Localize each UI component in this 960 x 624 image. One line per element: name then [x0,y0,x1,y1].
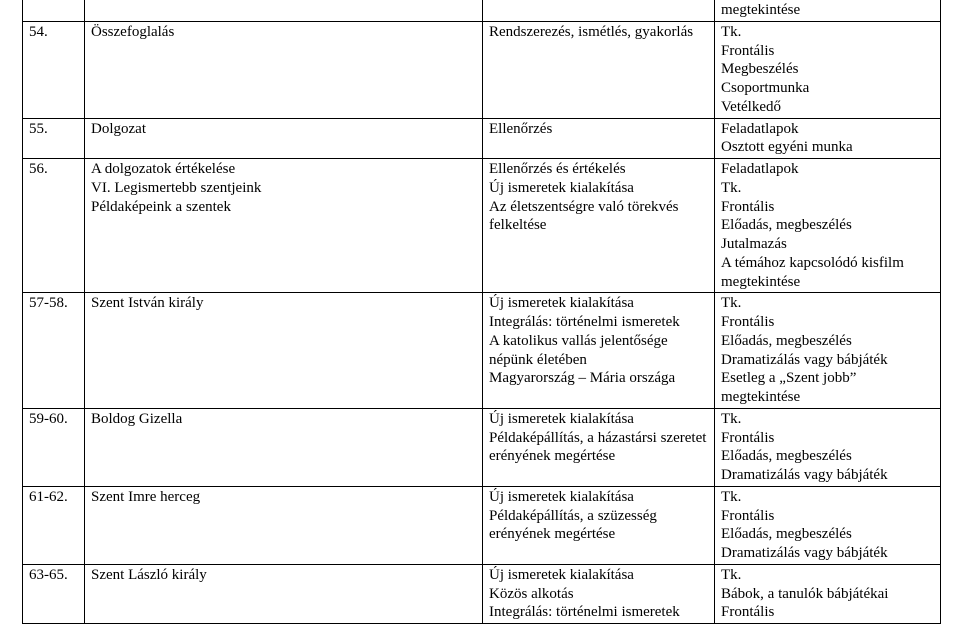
table-cell: FeladatlapokTk.FrontálisElőadás, megbesz… [715,159,941,293]
table-row: 55.DolgozatEllenőrzésFeladatlapokOsztott… [23,118,941,159]
table-cell: 56. [23,159,85,293]
table-cell: Dolgozat [85,118,483,159]
table-cell: Ellenőrzés és értékelésÚj ismeretek kial… [483,159,715,293]
table-cell: 59-60. [23,408,85,486]
table-cell: 63-65. [23,564,85,623]
table-cell: 54. [23,21,85,118]
table-body: megtekintése54.ÖsszefoglalásRendszerezés… [23,0,941,624]
page: megtekintése54.ÖsszefoglalásRendszerezés… [0,0,960,607]
table-cell: Rendszerezés, ismétlés, gyakorlás [483,21,715,118]
table-row: megtekintése [23,0,941,21]
table-cell: 61-62. [23,486,85,564]
table-cell: Szent László király [85,564,483,623]
table-cell: Ellenőrzés [483,118,715,159]
table-cell: Szent Imre herceg [85,486,483,564]
table-cell: Új ismeretek kialakításaKözös alkotásInt… [483,564,715,623]
table-cell: Boldog Gizella [85,408,483,486]
table-cell: Tk.FrontálisElőadás, megbeszélésDramatiz… [715,408,941,486]
table-cell: A dolgozatok értékeléseVI. Legismertebb … [85,159,483,293]
table-cell: FeladatlapokOsztott egyéni munka [715,118,941,159]
table-row: 57-58.Szent István királyÚj ismeretek ki… [23,293,941,409]
table-cell: 55. [23,118,85,159]
table-cell: Tk.Bábok, a tanulók bábjátékaiFrontális [715,564,941,623]
table-row: 56.A dolgozatok értékeléseVI. Legismerte… [23,159,941,293]
table-row: 54.ÖsszefoglalásRendszerezés, ismétlés, … [23,21,941,118]
table-cell: Új ismeretek kialakításaPéldaképállítás,… [483,408,715,486]
table-cell: Szent István király [85,293,483,409]
table-cell [85,0,483,21]
table-row: 61-62.Szent Imre hercegÚj ismeretek kial… [23,486,941,564]
table-cell: megtekintése [715,0,941,21]
table-cell [23,0,85,21]
table-cell: Tk.FrontálisElőadás, megbeszélésDramatiz… [715,486,941,564]
table-cell: 57-58. [23,293,85,409]
table-cell: Új ismeretek kialakításaPéldaképállítás,… [483,486,715,564]
table-cell: Összefoglalás [85,21,483,118]
table-cell: Tk.FrontálisElőadás, megbeszélésDramatiz… [715,293,941,409]
table-row: 59-60.Boldog GizellaÚj ismeretek kialakí… [23,408,941,486]
table-cell: Tk.FrontálisMegbeszélésCsoportmunkaVetél… [715,21,941,118]
table-row: 63-65.Szent László királyÚj ismeretek ki… [23,564,941,623]
curriculum-table: megtekintése54.ÖsszefoglalásRendszerezés… [22,0,941,624]
table-cell: Új ismeretek kialakításaIntegrálás: tört… [483,293,715,409]
table-cell [483,0,715,21]
